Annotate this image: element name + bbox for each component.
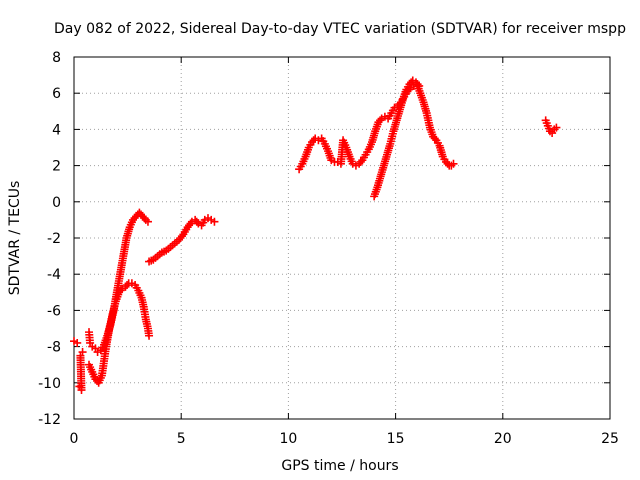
data-point [430,134,439,143]
data-point [177,232,186,241]
y-tick-label: -2 [47,231,61,247]
grid-lines [74,57,610,419]
x-tick-label: 15 [387,431,405,447]
y-tick-label: -10 [38,376,61,392]
y-tick-label: -8 [47,340,61,356]
x-axis-label: GPS time / hours [281,458,398,474]
data-point [73,338,82,347]
series-arc-f [295,80,458,174]
data-point [210,217,219,226]
data-point [356,157,365,166]
data-point [116,286,125,295]
x-tick-label: 25 [601,431,619,447]
x-axis: 0 5 10 15 20 25 [70,57,619,447]
data-point [140,214,149,223]
y-tick-label: 0 [52,195,61,211]
data-point [143,217,152,226]
data-points [70,76,561,395]
y-tick-label: -6 [47,303,61,319]
series-arc-a [70,337,82,347]
y-axis-label: SDTVAR / TECUs [7,181,23,296]
y-axis: -12 -10 -8 -6 -4 -2 0 2 4 6 8 [38,50,610,428]
x-tick-label: 20 [494,431,512,447]
series-arc-g [370,76,424,201]
series-arc-e [145,214,219,266]
data-point [376,116,385,125]
y-tick-label: 4 [52,122,61,138]
data-point [123,281,132,290]
data-point [145,331,154,340]
x-tick-label: 5 [177,431,186,447]
data-point [449,159,458,168]
y-tick-label: 8 [52,50,61,66]
data-point [413,80,422,89]
y-tick-label: 6 [52,86,61,102]
series-arc-b [75,348,87,395]
y-tick-label: -12 [38,412,61,428]
data-point [415,81,424,90]
x-tick-label: 10 [279,431,297,447]
y-tick-label: -4 [47,267,61,283]
y-tick-label: 2 [52,159,61,175]
data-point [186,219,195,228]
data-point [192,217,201,226]
series-arc-h [541,116,561,138]
data-point [552,123,561,132]
chart-title: Day 082 of 2022, Sidereal Day-to-day VTE… [54,21,626,37]
series-arc-d [85,279,154,387]
x-tick-label: 0 [70,431,79,447]
data-point [78,348,87,357]
series-arc-c [85,208,152,357]
